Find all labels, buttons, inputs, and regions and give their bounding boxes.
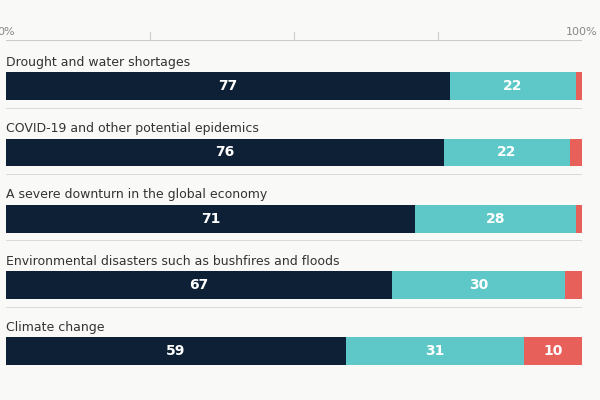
Bar [6, 138, 444, 166]
Text: 30: 30 [469, 278, 488, 292]
Bar [444, 138, 571, 166]
Text: Climate change: Climate change [6, 321, 104, 334]
Text: 22: 22 [503, 79, 523, 93]
Text: 10: 10 [544, 344, 563, 358]
Bar [6, 72, 449, 100]
Bar [6, 271, 392, 299]
Text: A severe downturn in the global economy: A severe downturn in the global economy [6, 188, 267, 202]
Bar [6, 205, 415, 232]
Text: Drought and water shortages: Drought and water shortages [6, 56, 190, 69]
Text: 59: 59 [166, 344, 185, 358]
Bar [415, 205, 576, 232]
Text: 71: 71 [201, 212, 220, 226]
Bar [449, 72, 576, 100]
Bar [346, 337, 524, 365]
Text: 76: 76 [215, 146, 235, 160]
Bar [6, 337, 346, 365]
Text: 77: 77 [218, 79, 238, 93]
Bar [392, 271, 565, 299]
Text: 28: 28 [486, 212, 505, 226]
Text: 22: 22 [497, 146, 517, 160]
Text: COVID-19 and other potential epidemics: COVID-19 and other potential epidemics [6, 122, 259, 135]
Bar [576, 72, 582, 100]
Text: 31: 31 [425, 344, 445, 358]
Text: 67: 67 [190, 278, 209, 292]
Bar [524, 337, 582, 365]
Bar [571, 138, 582, 166]
Bar [565, 271, 582, 299]
Bar [576, 205, 582, 232]
Text: Environmental disasters such as bushfires and floods: Environmental disasters such as bushfire… [6, 254, 340, 268]
